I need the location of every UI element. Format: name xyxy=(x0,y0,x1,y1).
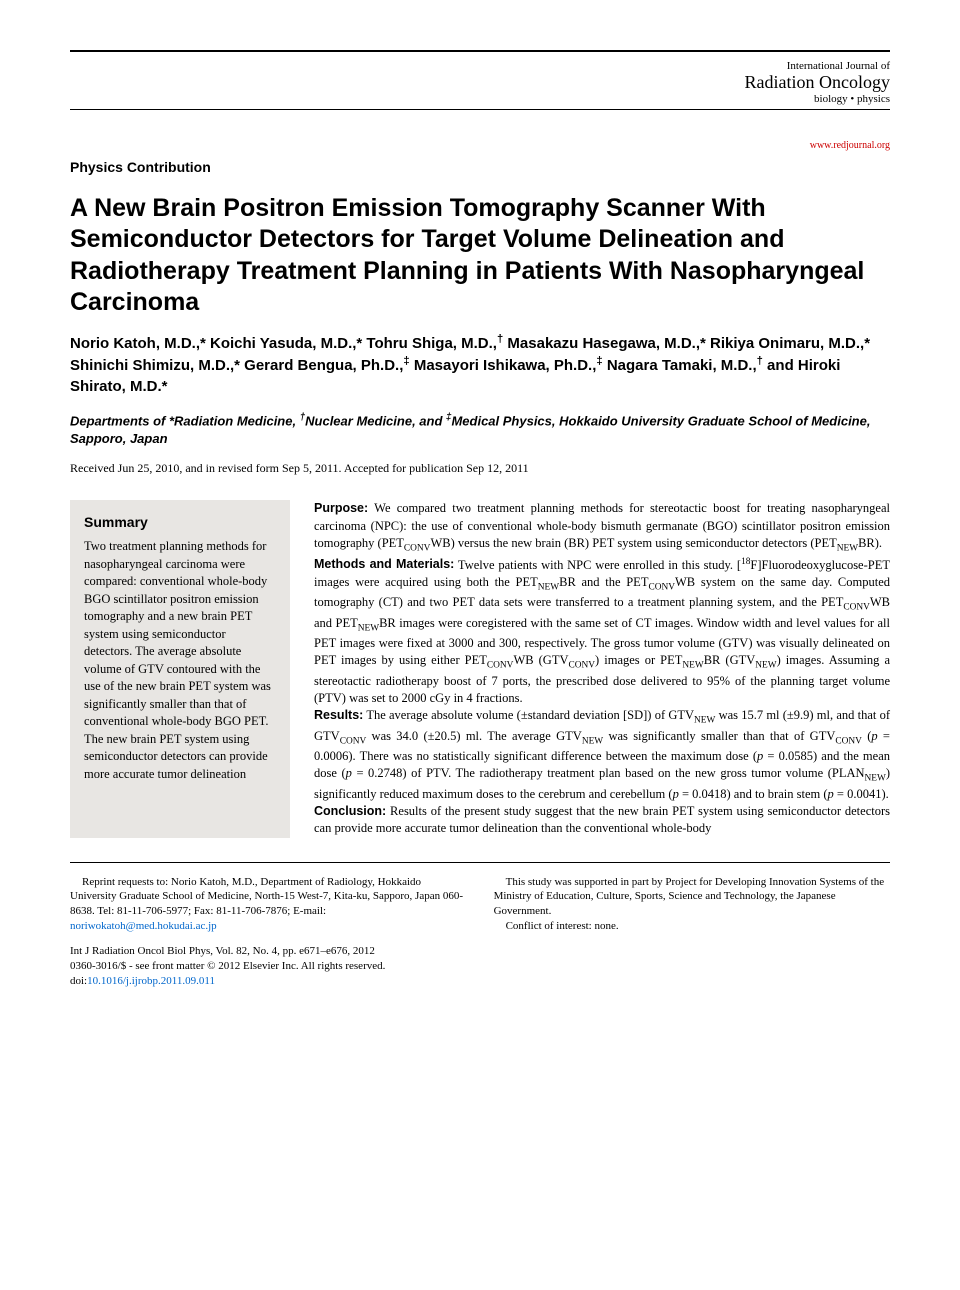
footer-columns: Reprint requests to: Norio Katoh, M.D., … xyxy=(70,875,890,989)
results-text: The average absolute volume (±standard d… xyxy=(314,708,890,801)
journal-name-prefix: International Journal of xyxy=(70,60,890,72)
reprint-email-link[interactable]: noriwokatoh@med.hokudai.ac.jp xyxy=(70,920,217,932)
results-label: Results: xyxy=(314,708,363,722)
journal-header: International Journal of Radiation Oncol… xyxy=(70,50,890,151)
content-columns: Summary Two treatment planning methods f… xyxy=(70,500,890,837)
footer-right: This study was supported in part by Proj… xyxy=(494,875,888,989)
authors-list: Norio Katoh, M.D.,* Koichi Yasuda, M.D.,… xyxy=(70,332,890,397)
footer-divider xyxy=(70,862,890,863)
summary-box: Summary Two treatment planning methods f… xyxy=(70,500,290,837)
article-title: A New Brain Positron Emission Tomography… xyxy=(70,193,890,318)
conflict-text: Conflict of interest: none. xyxy=(494,919,888,934)
section-label: Physics Contribution xyxy=(70,159,890,175)
doi-link[interactable]: 10.1016/j.ijrobp.2011.09.011 xyxy=(87,975,215,987)
journal-name-main: Radiation Oncology xyxy=(70,72,890,93)
summary-heading: Summary xyxy=(84,514,276,530)
purpose-text: We compared two treatment planning metho… xyxy=(314,501,890,550)
summary-text: Two treatment planning methods for nasop… xyxy=(84,538,276,783)
conclusion-label: Conclusion: xyxy=(314,804,386,818)
purpose-label: Purpose: xyxy=(314,501,368,515)
journal-name-sub: biology • physics xyxy=(70,93,890,105)
citation-text: Int J Radiation Oncol Biol Phys, Vol. 82… xyxy=(70,945,375,957)
conclusion-text: Results of the present study suggest tha… xyxy=(314,804,890,835)
article-dates: Received Jun 25, 2010, and in revised fo… xyxy=(70,461,890,476)
methods-text: Twelve patients with NPC were enrolled i… xyxy=(314,558,890,706)
affiliations: Departments of *Radiation Medicine, †Nuc… xyxy=(70,411,890,447)
reprint-text: Reprint requests to: Norio Katoh, M.D., … xyxy=(70,876,463,918)
journal-url-link[interactable]: www.redjournal.org xyxy=(70,140,890,151)
doi-label: doi: xyxy=(70,975,87,987)
support-text: This study was supported in part by Proj… xyxy=(494,875,888,920)
methods-label: Methods and Materials: xyxy=(314,558,454,572)
footer-left: Reprint requests to: Norio Katoh, M.D., … xyxy=(70,875,464,989)
copyright-text: 0360-3016/$ - see front matter © 2012 El… xyxy=(70,960,385,972)
abstract: Purpose: We compared two treatment plann… xyxy=(314,500,890,837)
